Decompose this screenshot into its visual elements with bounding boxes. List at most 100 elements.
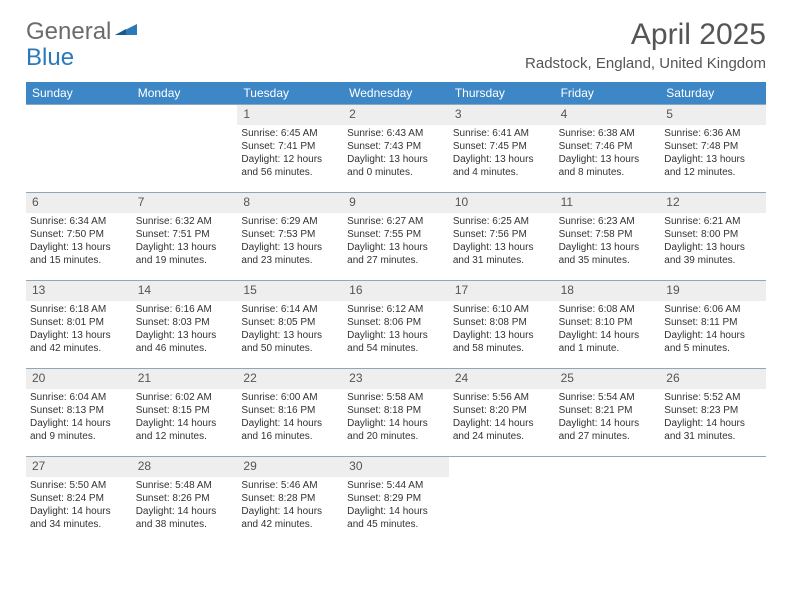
- calendar-cell: 3Sunrise: 6:41 AMSunset: 7:45 PMDaylight…: [449, 104, 555, 192]
- calendar-cell: 27Sunrise: 5:50 AMSunset: 8:24 PMDayligh…: [26, 456, 132, 544]
- calendar-cell: 18Sunrise: 6:08 AMSunset: 8:10 PMDayligh…: [555, 280, 661, 368]
- cell-line-sr: Sunrise: 5:58 AM: [347, 391, 445, 404]
- cell-line-d1: Daylight: 13 hours: [347, 329, 445, 342]
- cell-line-sr: Sunrise: 6:10 AM: [453, 303, 551, 316]
- day-number: 13: [26, 281, 132, 301]
- logo-blue-row: Blue: [26, 44, 74, 72]
- cell-line-ss: Sunset: 7:46 PM: [559, 140, 657, 153]
- day-number: 16: [343, 281, 449, 301]
- cell-line-ss: Sunset: 7:50 PM: [30, 228, 128, 241]
- cell-line-sr: Sunrise: 6:23 AM: [559, 215, 657, 228]
- day-number: 6: [26, 193, 132, 213]
- calendar-cell: 5Sunrise: 6:36 AMSunset: 7:48 PMDaylight…: [660, 104, 766, 192]
- day-number: 24: [449, 369, 555, 389]
- day-number: 1: [237, 105, 343, 125]
- cell-line-d1: Daylight: 12 hours: [241, 153, 339, 166]
- cell-line-ss: Sunset: 8:21 PM: [559, 404, 657, 417]
- cell-line-sr: Sunrise: 6:34 AM: [30, 215, 128, 228]
- calendar-cell: 22 Sunrise: 6:00 AMSunset: 8:16 PMDayligh…: [237, 368, 343, 456]
- calendar-cell: 2Sunrise: 6:43 AMSunset: 7:43 PMDaylight…: [343, 104, 449, 192]
- cell-line-d2: and 38 minutes.: [136, 518, 234, 531]
- cell-line-sr: Sunrise: 6:38 AM: [559, 127, 657, 140]
- day-number: [449, 457, 555, 477]
- cell-line-sr: Sunrise: 5:48 AM: [136, 479, 234, 492]
- cell-line-d1: Daylight: 14 hours: [241, 505, 339, 518]
- cell-line-d2: and 27 minutes.: [347, 254, 445, 267]
- calendar-cell: 9Sunrise: 6:27 AMSunset: 7:55 PMDaylight…: [343, 192, 449, 280]
- cell-line-ss: Sunset: 8:10 PM: [559, 316, 657, 329]
- calendar-cell-empty: [132, 104, 238, 192]
- cell-line-d1: Daylight: 14 hours: [136, 505, 234, 518]
- cell-line-d2: and 12 minutes.: [664, 166, 762, 179]
- cell-line-d2: and 31 minutes.: [453, 254, 551, 267]
- day-number: [660, 457, 766, 477]
- cell-line-d2: and 42 minutes.: [241, 518, 339, 531]
- cell-line-d2: and 31 minutes.: [664, 430, 762, 443]
- cell-line-sr: Sunrise: 6:43 AM: [347, 127, 445, 140]
- cell-line-sr: Sunrise: 6:36 AM: [664, 127, 762, 140]
- cell-line-d1: Daylight: 13 hours: [664, 153, 762, 166]
- cell-line-d2: and 45 minutes.: [347, 518, 445, 531]
- day-number: 27: [26, 457, 132, 477]
- day-number: 23: [343, 369, 449, 389]
- cell-line-ss: Sunset: 7:45 PM: [453, 140, 551, 153]
- cell-line-d1: Daylight: 13 hours: [30, 241, 128, 254]
- cell-line-d2: and 15 minutes.: [30, 254, 128, 267]
- day-number: 22: [237, 369, 343, 389]
- day-number: 17: [449, 281, 555, 301]
- cell-line-sr: Sunrise: 6:00 AM: [241, 391, 339, 404]
- calendar-cell: 26Sunrise: 5:52 AMSunset: 8:23 PMDayligh…: [660, 368, 766, 456]
- cell-line-d2: and 1 minute.: [559, 342, 657, 355]
- cell-line-ss: Sunset: 8:26 PM: [136, 492, 234, 505]
- day-header: Monday: [132, 82, 238, 104]
- cell-line-ss: Sunset: 8:16 PM: [241, 404, 339, 417]
- day-number: 11: [555, 193, 661, 213]
- cell-line-d1: Daylight: 13 hours: [241, 329, 339, 342]
- cell-line-ss: Sunset: 8:15 PM: [136, 404, 234, 417]
- cell-line-d2: and 20 minutes.: [347, 430, 445, 443]
- cell-line-ss: Sunset: 8:01 PM: [30, 316, 128, 329]
- cell-line-ss: Sunset: 8:23 PM: [664, 404, 762, 417]
- cell-line-ss: Sunset: 7:48 PM: [664, 140, 762, 153]
- calendar-cell: 12Sunrise: 6:21 AMSunset: 8:00 PMDayligh…: [660, 192, 766, 280]
- day-header: Friday: [555, 82, 661, 104]
- cell-line-d1: Daylight: 14 hours: [30, 417, 128, 430]
- cell-line-d1: Daylight: 13 hours: [30, 329, 128, 342]
- cell-line-ss: Sunset: 7:51 PM: [136, 228, 234, 241]
- day-number: 12: [660, 193, 766, 213]
- cell-line-ss: Sunset: 7:41 PM: [241, 140, 339, 153]
- cell-line-d1: Daylight: 14 hours: [664, 417, 762, 430]
- cell-line-d1: Daylight: 13 hours: [664, 241, 762, 254]
- calendar-cell: 8Sunrise: 6:29 AMSunset: 7:53 PMDaylight…: [237, 192, 343, 280]
- day-number: 3: [449, 105, 555, 125]
- calendar-cell: 6 Sunrise: 6:34 AMSunset: 7:50 PMDaylight…: [26, 192, 132, 280]
- cell-line-d2: and 39 minutes.: [664, 254, 762, 267]
- cell-line-sr: Sunrise: 6:12 AM: [347, 303, 445, 316]
- cell-line-ss: Sunset: 7:58 PM: [559, 228, 657, 241]
- cell-line-ss: Sunset: 8:18 PM: [347, 404, 445, 417]
- calendar-cell: 7Sunrise: 6:32 AMSunset: 7:51 PMDaylight…: [132, 192, 238, 280]
- cell-line-d2: and 27 minutes.: [559, 430, 657, 443]
- cell-line-d2: and 12 minutes.: [136, 430, 234, 443]
- calendar-cell: 15Sunrise: 6:14 AMSunset: 8:05 PMDayligh…: [237, 280, 343, 368]
- calendar-cell: 29Sunrise: 5:46 AMSunset: 8:28 PMDayligh…: [237, 456, 343, 544]
- cell-line-sr: Sunrise: 5:52 AM: [664, 391, 762, 404]
- cell-line-d2: and 34 minutes.: [30, 518, 128, 531]
- cell-line-ss: Sunset: 8:20 PM: [453, 404, 551, 417]
- day-number: 18: [555, 281, 661, 301]
- calendar-cell: 28Sunrise: 5:48 AMSunset: 8:26 PMDayligh…: [132, 456, 238, 544]
- cell-line-ss: Sunset: 8:00 PM: [664, 228, 762, 241]
- day-number: [26, 105, 132, 125]
- cell-line-d1: Daylight: 14 hours: [664, 329, 762, 342]
- cell-line-d1: Daylight: 13 hours: [136, 329, 234, 342]
- cell-line-d2: and 8 minutes.: [559, 166, 657, 179]
- cell-line-d1: Daylight: 14 hours: [241, 417, 339, 430]
- cell-line-d1: Daylight: 14 hours: [559, 329, 657, 342]
- cell-line-d2: and 0 minutes.: [347, 166, 445, 179]
- cell-line-ss: Sunset: 7:55 PM: [347, 228, 445, 241]
- calendar-cell-empty: [660, 456, 766, 544]
- cell-line-sr: Sunrise: 6:25 AM: [453, 215, 551, 228]
- cell-line-d1: Daylight: 13 hours: [347, 153, 445, 166]
- cell-line-d1: Daylight: 13 hours: [559, 153, 657, 166]
- cell-line-sr: Sunrise: 5:44 AM: [347, 479, 445, 492]
